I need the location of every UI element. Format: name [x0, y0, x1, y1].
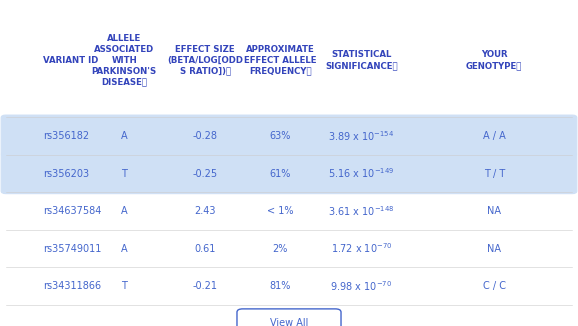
Text: A: A	[121, 206, 128, 216]
Text: 63%: 63%	[270, 131, 291, 141]
Text: rs34311866: rs34311866	[43, 281, 102, 291]
Text: EFFECT SIZE
(BETA/LOG[ODD
S RATIO])ⓘ: EFFECT SIZE (BETA/LOG[ODD S RATIO])ⓘ	[167, 45, 243, 76]
FancyBboxPatch shape	[1, 115, 577, 156]
FancyBboxPatch shape	[1, 153, 577, 194]
Text: 0.61: 0.61	[195, 244, 216, 254]
Text: -0.25: -0.25	[192, 169, 218, 179]
Text: 3.89 x 10$^{-154}$: 3.89 x 10$^{-154}$	[328, 129, 394, 143]
Text: YOUR
GENOTYPEⓘ: YOUR GENOTYPEⓘ	[466, 51, 523, 70]
Text: T: T	[121, 169, 127, 179]
Text: 9.98 x 10$^{-70}$: 9.98 x 10$^{-70}$	[330, 279, 392, 293]
Text: rs356182: rs356182	[43, 131, 90, 141]
Text: A / A: A / A	[483, 131, 506, 141]
Text: A: A	[121, 131, 128, 141]
Text: T / T: T / T	[484, 169, 505, 179]
Text: 2%: 2%	[273, 244, 288, 254]
Text: VARIANT ID: VARIANT ID	[43, 56, 99, 65]
Text: 3.61 x 10$^{-148}$: 3.61 x 10$^{-148}$	[328, 204, 394, 218]
Text: 1.72 x 10$^{-70}$: 1.72 x 10$^{-70}$	[331, 242, 392, 256]
Text: APPROXIMATE
EFFECT ALLELE
FREQUENCYⓘ: APPROXIMATE EFFECT ALLELE FREQUENCYⓘ	[244, 45, 317, 76]
Text: NA: NA	[487, 206, 501, 216]
Text: View All: View All	[270, 318, 308, 326]
Text: STATISTICAL
SIGNIFICANCEⓘ: STATISTICAL SIGNIFICANCEⓘ	[325, 51, 398, 70]
Text: ALLELE
ASSOCIATED
WITH
PARKINSON'S
DISEASEⓘ: ALLELE ASSOCIATED WITH PARKINSON'S DISEA…	[92, 34, 157, 86]
Text: rs34637584: rs34637584	[43, 206, 102, 216]
Text: -0.21: -0.21	[192, 281, 218, 291]
FancyBboxPatch shape	[237, 309, 341, 326]
Text: 2.43: 2.43	[194, 206, 216, 216]
Text: A: A	[121, 244, 128, 254]
Text: T: T	[121, 281, 127, 291]
Text: rs35749011: rs35749011	[43, 244, 102, 254]
Text: rs356203: rs356203	[43, 169, 90, 179]
Text: C / C: C / C	[483, 281, 506, 291]
Text: < 1%: < 1%	[267, 206, 294, 216]
Text: 81%: 81%	[270, 281, 291, 291]
Text: 61%: 61%	[270, 169, 291, 179]
Text: 5.16 x 10$^{-149}$: 5.16 x 10$^{-149}$	[328, 167, 394, 181]
Text: -0.28: -0.28	[192, 131, 218, 141]
Text: NA: NA	[487, 244, 501, 254]
